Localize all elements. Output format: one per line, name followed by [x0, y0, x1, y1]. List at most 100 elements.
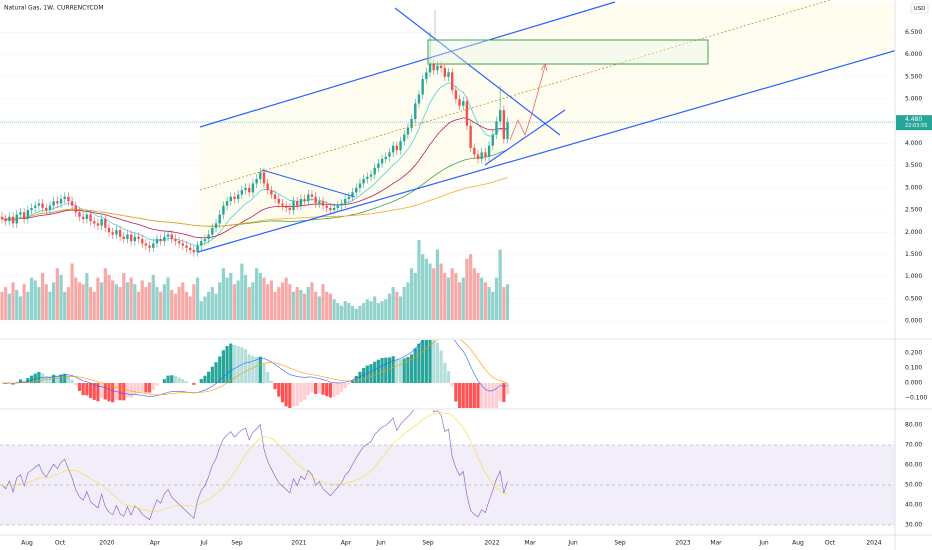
candle-body: [218, 214, 221, 224]
y-tick-label: 6.000: [905, 51, 922, 58]
candle-body: [262, 172, 266, 184]
macd-hist-bar: [417, 343, 421, 383]
candle-body: [240, 190, 244, 195]
candle-body: [462, 101, 465, 106]
volume-bar: [192, 284, 196, 320]
candle-body: [498, 110, 502, 122]
volume-bar: [133, 284, 137, 320]
volume-bar: [203, 296, 207, 320]
macd-hist-bar: [92, 382, 96, 400]
macd-hist-bar: [170, 375, 174, 383]
candle-body: [137, 236, 140, 239]
volume-bar: [446, 277, 451, 320]
candle-body: [458, 99, 461, 106]
candle-body: [41, 203, 44, 208]
candle-body: [59, 198, 63, 204]
volume-bar: [243, 274, 248, 320]
volume-bar: [302, 293, 307, 320]
macd-hist-bar: [15, 381, 19, 383]
volume-bar: [255, 268, 259, 320]
volume-bar: [96, 277, 100, 320]
macd-hist-bar: [240, 347, 244, 383]
candle-body: [347, 196, 351, 199]
macd-hist-bar: [210, 366, 214, 383]
macd-hist-bar: [40, 373, 45, 383]
volume-bar: [236, 280, 240, 320]
macd-hist-bar: [177, 377, 181, 383]
candle-body: [0, 216, 4, 219]
candle-body: [439, 65, 443, 68]
volume-bar: [44, 284, 48, 320]
macd-hist-bar: [432, 340, 436, 383]
candle-body: [155, 238, 159, 244]
ma-line: [1, 177, 508, 227]
y-tick-label: 5.500: [905, 73, 922, 80]
macd-hist-bar: [269, 380, 273, 383]
volume-bar: [380, 301, 384, 320]
candle-body: [163, 236, 166, 242]
macd-hist-bar: [181, 379, 185, 383]
volume-bar: [55, 268, 59, 320]
channel-mid: [199, 0, 831, 191]
volume-bar: [15, 289, 19, 320]
candle-body: [307, 194, 310, 202]
macd-hist-bar: [247, 354, 251, 383]
candle-body: [465, 101, 469, 126]
macd-hist-bar: [280, 382, 285, 403]
candle-body: [491, 134, 494, 146]
candle-body: [292, 201, 295, 211]
volume-bar: [210, 287, 214, 320]
volume-bar: [505, 284, 510, 320]
projection: [509, 65, 546, 141]
x-tick-label: Mar: [524, 540, 536, 547]
x-tick-label: 2022: [484, 540, 499, 547]
volume-bar: [369, 301, 373, 320]
macd-hist-bar: [380, 357, 384, 383]
macd-hist-bar: [266, 372, 270, 383]
candle-body: [410, 119, 413, 128]
volume-bar: [284, 277, 288, 320]
macd-hist-bar: [18, 379, 23, 383]
volume-bar: [295, 287, 299, 320]
candle-body: [185, 245, 188, 248]
macd-hist-bar: [395, 359, 399, 383]
candle-body: [141, 238, 144, 244]
volume-bar: [288, 284, 292, 320]
volume-bar: [122, 272, 126, 320]
candle-body: [432, 63, 435, 71]
currency-box[interactable]: [910, 3, 929, 14]
candle-body: [495, 121, 498, 135]
macd-hist-bar: [207, 371, 211, 383]
macd-hist-bar: [203, 375, 207, 383]
macd-hist-bar: [295, 382, 299, 406]
volume-bar: [277, 287, 281, 320]
currency[interactable]: USD: [914, 6, 926, 12]
macd-hist-bar: [402, 358, 406, 383]
candle-body: [222, 205, 225, 215]
macd-hist-bar: [358, 371, 362, 383]
macd-hist-bar: [354, 375, 358, 383]
x-tick-label: Sep: [614, 540, 626, 547]
volume-bar: [159, 291, 163, 320]
macd-hist-bar: [476, 382, 480, 408]
macd-hist-bar: [81, 382, 85, 396]
volume-bar: [387, 293, 392, 320]
candle-body: [384, 156, 387, 160]
macd-hist-bar: [59, 374, 63, 383]
macd-hist-bar: [472, 382, 476, 408]
macd-hist-bar: [151, 382, 155, 390]
candle-body: [34, 205, 37, 208]
volume-bar: [70, 263, 74, 320]
macd-hist-bar: [100, 382, 104, 399]
x-tick-label: Jun: [375, 540, 386, 547]
candle-body: [476, 154, 480, 160]
volume-bar: [114, 284, 118, 320]
y-tick-label: 1.000: [905, 273, 922, 280]
volume-bar: [111, 280, 115, 320]
candle-body: [366, 176, 369, 179]
candle-body: [244, 187, 247, 191]
macd-hist-bar: [74, 382, 78, 386]
macd-tick-label: 0.100: [905, 365, 922, 372]
x-tick-label: Sep: [422, 540, 434, 547]
candle-body: [233, 196, 236, 199]
